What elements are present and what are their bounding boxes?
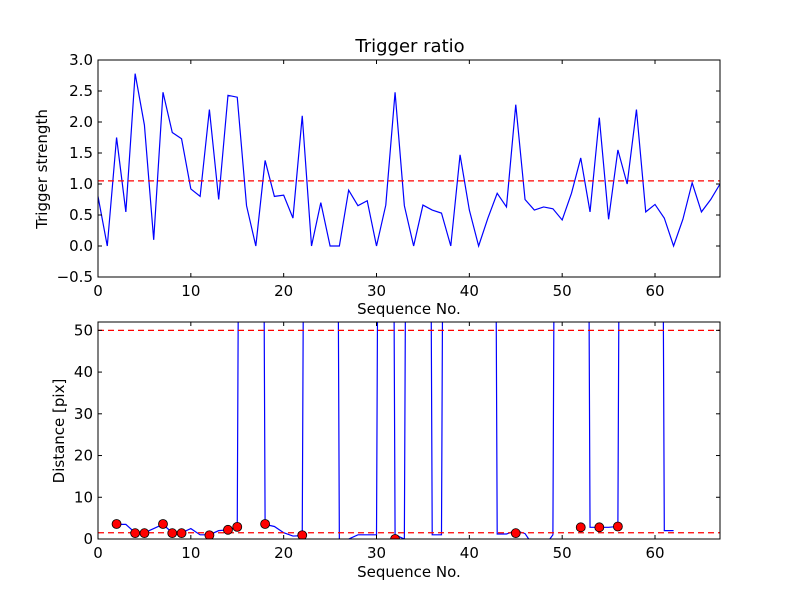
- x-tick-label: 10: [181, 282, 200, 300]
- plot-area: [98, 73, 720, 249]
- y-tick-label: 20: [74, 447, 93, 465]
- x-tick-label: 30: [367, 544, 386, 562]
- y-tick-label: 2.5: [69, 82, 93, 100]
- data-point-marker: [204, 530, 215, 539]
- data-point-marker: [111, 519, 122, 529]
- data-point-marker: [510, 528, 521, 539]
- y-tick-label: 0: [83, 530, 93, 548]
- data-point-marker: [158, 519, 168, 529]
- y-tick-label: −0.5: [57, 268, 93, 286]
- data-point-marker: [594, 522, 605, 533]
- y-tick-label: 2.0: [69, 113, 93, 131]
- data-point-marker: [176, 528, 187, 539]
- y-tick-label: 1.0: [69, 175, 93, 193]
- x-tick-label: 0: [93, 544, 103, 562]
- data-point-marker: [297, 530, 308, 539]
- y-tick-label: 0.5: [69, 206, 93, 224]
- plot-frame: [97, 59, 721, 278]
- data-point-marker: [139, 528, 150, 539]
- data-point-marker: [612, 521, 623, 532]
- y-tick-label: 0.0: [69, 237, 93, 255]
- data-point-marker: [575, 522, 586, 533]
- y-axis-label: Trigger strength: [33, 109, 51, 230]
- y-tick-label: 10: [74, 488, 93, 506]
- x-tick-label: 20: [274, 282, 293, 300]
- x-tick-label: 50: [553, 544, 572, 562]
- x-axis-label: Sequence No.: [357, 300, 461, 318]
- chart-title: Trigger ratio: [354, 36, 464, 57]
- data-point-marker: [167, 528, 178, 539]
- x-tick-label: 40: [460, 282, 479, 300]
- x-tick-label: 60: [645, 544, 664, 562]
- trigger-ratio-chart: Trigger ratio 0 10 20 30 40 50 60 −0.5 0.0 0.5 1.0…: [33, 36, 721, 318]
- y-tick-label: 50: [74, 321, 93, 339]
- data-point-marker: [260, 519, 271, 529]
- x-tick-label: 60: [645, 282, 664, 300]
- plot-frame: [97, 321, 721, 540]
- plot-area: [98, 322, 720, 539]
- y-tick-label: 1.5: [69, 144, 93, 162]
- y-tick-label: 3.0: [69, 51, 93, 69]
- x-tick-label: 0: [93, 282, 103, 300]
- x-tick-label: 20: [274, 544, 293, 562]
- data-point-marker: [390, 534, 400, 539]
- data-point-marker: [223, 524, 233, 535]
- y-axis-label: Distance [pix]: [50, 379, 68, 484]
- data-point-marker: [232, 521, 243, 532]
- x-tick-label: 40: [460, 544, 479, 562]
- x-tick-label: 50: [553, 282, 572, 300]
- distance-chart: 0 10 20 30 40 50 60 0 10 20 30 40 50 Sequence No. Di…: [50, 321, 721, 581]
- data-point-marker: [130, 528, 141, 539]
- series-line: [98, 73, 720, 249]
- y-tick-label: 30: [74, 405, 93, 423]
- y-tick-label: 40: [74, 363, 93, 381]
- x-axis-label: Sequence No.: [357, 563, 461, 581]
- x-tick-label: 10: [181, 544, 200, 562]
- x-tick-label: 30: [367, 282, 386, 300]
